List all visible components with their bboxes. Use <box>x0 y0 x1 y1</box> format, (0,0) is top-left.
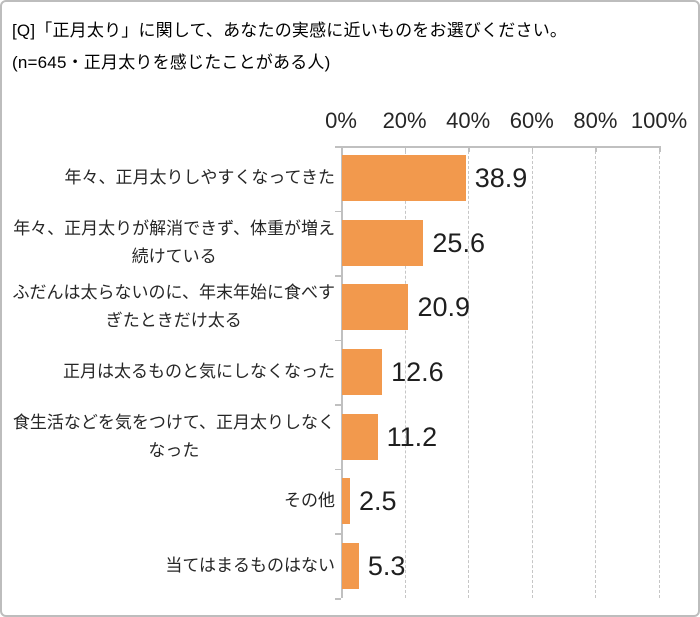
bar <box>342 284 409 331</box>
category-axis-tick <box>335 468 341 471</box>
value-label: 20.9 <box>417 292 471 323</box>
vertical-gridline <box>659 146 660 598</box>
value-axis-tick <box>595 146 597 152</box>
value-axis-tick <box>404 146 407 152</box>
category-axis-tick <box>335 210 341 213</box>
category-label-text: 食生活などを気をつけて、正月太りしなく なった <box>12 412 335 460</box>
value-label: 2.5 <box>358 486 397 517</box>
value-label: 5.3 <box>367 550 406 581</box>
bar <box>342 155 466 202</box>
category-label-text: 年々、正月太りが解消できず、体重が増え 続けている <box>13 218 335 266</box>
category-label-text: ふだんは太らないのに、年末年始に食べす ぎたときだけ太る <box>12 283 336 331</box>
category-label-text: 当てはまるものはない <box>165 555 335 575</box>
x-axis-tick-label: 60% <box>509 108 554 133</box>
x-axis-tick-label: 100% <box>630 108 688 133</box>
category-label: 年々、正月太りしやすくなってきた <box>8 146 335 211</box>
category-axis-tick <box>335 146 341 148</box>
question-title-line1: [Q]「正月太り」に関して、あなたの実感に近いものをお選びください。 <box>12 21 568 40</box>
value-axis-tick <box>468 146 470 152</box>
category-axis-tick <box>335 533 341 535</box>
category-label: 食生活などを気をつけて、正月太りしなく なった <box>8 404 335 469</box>
value-label: 25.6 <box>432 227 485 258</box>
category-label: 年々、正月太りが解消できず、体重が増え 続けている <box>8 211 335 276</box>
x-axis-tick-label: 20% <box>382 108 427 133</box>
question-title: [Q]「正月太り」に関して、あなたの実感に近いものをお選びください。 (n=64… <box>12 15 567 79</box>
category-label-text: 正月は太るものと気にしなくなった <box>63 361 335 381</box>
vertical-gridline <box>595 146 597 598</box>
value-axis-line <box>341 146 660 148</box>
value-axis-tick <box>659 146 661 152</box>
category-axis-tick <box>335 339 341 342</box>
category-label-text: その他 <box>284 491 335 511</box>
bar <box>342 413 378 460</box>
bar <box>342 542 359 589</box>
value-label: 12.6 <box>391 357 444 387</box>
category-label: その他 <box>8 469 335 534</box>
bar <box>342 349 383 395</box>
vertical-gridline <box>531 146 533 598</box>
value-label: 38.9 <box>474 163 528 194</box>
x-axis-tick-label: 40% <box>446 108 491 133</box>
x-axis-tick-label: 80% <box>573 108 618 133</box>
value-axis-tick <box>531 146 534 152</box>
bar <box>342 219 424 266</box>
category-label: ふだんは太らないのに、年末年始に食べす ぎたときだけ太る <box>8 275 336 340</box>
category-label-text: 年々、正月太りしやすくなってきた <box>64 168 335 188</box>
vertical-gridline <box>468 146 470 598</box>
category-axis-tick <box>335 404 341 406</box>
category-axis-tick <box>335 598 341 600</box>
vertical-gridline <box>404 146 406 598</box>
category-axis-tick <box>335 275 341 277</box>
value-label: 11.2 <box>386 421 438 452</box>
question-title-line2: (n=645・正月太りを感じたことがある人) <box>12 53 331 72</box>
x-axis-tick-label: 0% <box>325 108 357 133</box>
bar <box>342 478 350 525</box>
category-label: 当てはまるものはない <box>8 533 335 598</box>
category-label: 正月は太るものと気にしなくなった <box>8 340 335 405</box>
